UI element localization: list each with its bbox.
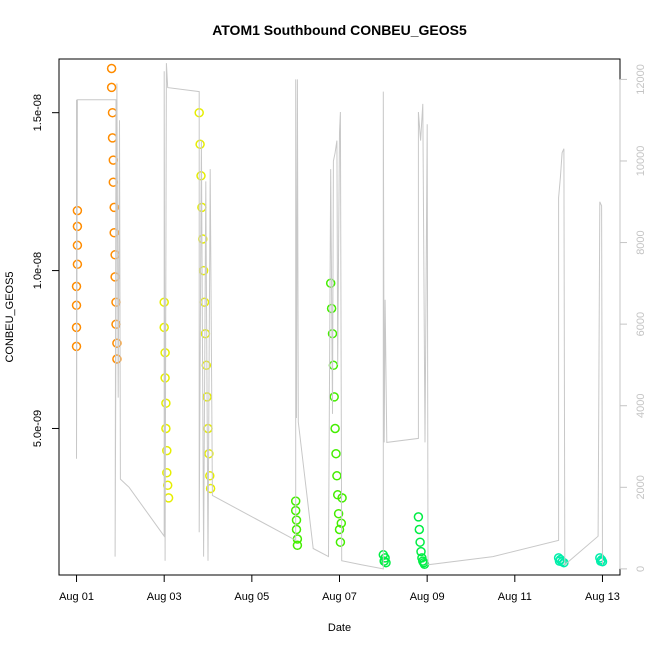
y-axis-right: 0 2000 4000 6000 8000 10000 12000: [619, 64, 647, 572]
y2-tick-label: 10000: [635, 146, 647, 177]
data-point: [107, 133, 118, 143]
data-point: [205, 483, 216, 494]
data-point: [334, 524, 345, 535]
series-0: [71, 63, 122, 364]
data-point: [416, 546, 426, 557]
y2-tick-label: 6000: [635, 312, 647, 336]
data-point: [329, 392, 339, 402]
data-point: [109, 227, 119, 238]
x-tick-label: Aug 09: [410, 591, 445, 603]
y-tick-label: 1.0e-08: [32, 252, 44, 289]
data-point: [328, 360, 339, 371]
series-4: [553, 553, 608, 568]
y2-tick-label: 0: [635, 566, 647, 572]
data-point: [325, 278, 336, 288]
y-tick-label: 1.5e-08: [32, 94, 44, 131]
chart-title: ATOM1 Southbound CONBEU_GEOS5: [212, 22, 467, 38]
y2-tick-label: 8000: [635, 230, 647, 254]
y2-tick-label: 2000: [635, 475, 647, 499]
y-tick-label: 5.0e-09: [32, 410, 44, 447]
x-tick-label: Aug 07: [322, 591, 357, 603]
data-point: [291, 524, 302, 535]
x-tick-label: Aug 05: [234, 591, 269, 603]
data-point: [414, 524, 425, 535]
data-point: [413, 512, 424, 522]
data-point: [335, 537, 346, 547]
data-point: [107, 107, 118, 118]
data-point: [163, 493, 174, 503]
y2-tick-label: 4000: [635, 393, 647, 417]
secondary-series-line: [76, 63, 603, 570]
data-point: [112, 354, 122, 364]
data-point: [380, 553, 390, 563]
y2-tick-label: 12000: [635, 64, 647, 95]
data-point: [106, 82, 117, 93]
data-point: [195, 139, 205, 150]
y-axis-left: 5.0e-09 1.0e-08 1.5e-08: [32, 94, 60, 447]
data-point: [381, 557, 391, 568]
x-tick-label: Aug 01: [59, 591, 94, 603]
x-axis: Aug 01 Aug 03 Aug 05 Aug 07 Aug 09 Aug 11 Aug …: [59, 574, 620, 603]
data-point: [162, 445, 172, 456]
secondary-line-layer: [76, 63, 603, 570]
x-axis-title: Date: [328, 622, 351, 634]
data-point: [331, 448, 341, 459]
data-point: [203, 423, 213, 434]
x-tick-label: Aug 13: [585, 591, 620, 603]
data-point: [332, 471, 342, 481]
data-point: [162, 467, 172, 478]
data-point: [415, 537, 425, 547]
y-axis-title: CONBEU_GEOS5: [4, 271, 16, 362]
x-tick-label: Aug 03: [147, 591, 182, 603]
data-point: [337, 493, 347, 503]
data-point: [109, 202, 119, 213]
data-point: [291, 515, 302, 525]
data-point: [292, 540, 303, 551]
data-point: [333, 508, 344, 519]
data-point: [106, 63, 117, 74]
x-tick-label: Aug 11: [498, 591, 532, 603]
data-point: [199, 297, 210, 307]
data-point: [205, 471, 215, 481]
data-point: [330, 423, 340, 434]
series-2: [290, 278, 347, 551]
series-3: [378, 512, 430, 570]
data-point: [112, 338, 122, 348]
